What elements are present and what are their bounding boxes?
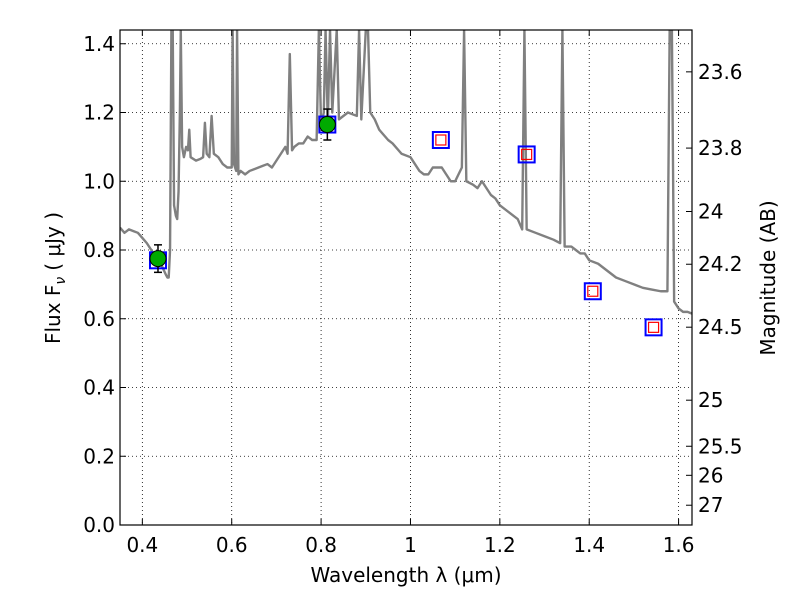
y-tick-label: 0.0 bbox=[83, 513, 115, 537]
y2-axis-label: Magnitude (AB) bbox=[756, 200, 780, 355]
sed-spectrum-series bbox=[120, 30, 692, 315]
x-axis-ticks: 0.4 0.6 0.8 1 1.2 1.4 1.6 bbox=[126, 30, 695, 557]
y-tick-label: 0.6 bbox=[83, 307, 115, 331]
x-tick-label: 1.4 bbox=[573, 533, 605, 557]
y-axis-label-unit: ( μJy ) bbox=[41, 212, 65, 271]
model-flux-marker bbox=[583, 282, 602, 301]
model-flux-marker bbox=[517, 145, 536, 164]
y-tick-label: 1.2 bbox=[83, 101, 115, 125]
y-tick-label: 0.2 bbox=[83, 444, 115, 468]
plot-frame bbox=[119, 29, 693, 526]
y2-tick-label: 24.5 bbox=[698, 315, 743, 339]
y-tick-label: 1.4 bbox=[83, 32, 115, 56]
model-flux-marker bbox=[431, 131, 450, 149]
observed-flux-point bbox=[318, 116, 336, 134]
upper-limit-marker bbox=[647, 321, 660, 333]
y2-tick-label: 24 bbox=[698, 199, 723, 223]
y2-tick-label: 24.2 bbox=[698, 252, 743, 276]
upper-limit-marker bbox=[435, 134, 447, 146]
photometry-points bbox=[148, 108, 663, 337]
upper-limit-marker bbox=[521, 148, 533, 161]
x-tick-label: 1.6 bbox=[663, 533, 695, 557]
y2-tick-label: 23.6 bbox=[698, 60, 743, 84]
y-axis-ticks: 0.0 0.2 0.4 0.6 0.8 1.0 1.2 1.4 bbox=[83, 32, 126, 537]
y2-tick-label: 25 bbox=[698, 388, 723, 412]
x-tick-label: 0.4 bbox=[126, 533, 158, 557]
y2-tick-label: 25.5 bbox=[698, 434, 743, 458]
x-tick-label: 1.2 bbox=[484, 533, 516, 557]
y-axis-label: Flux Fν ( μJy ) bbox=[41, 212, 69, 344]
observed-flux-point bbox=[149, 250, 167, 268]
y2-axis-ticks: 23.6 23.8 24 24.2 24.5 25 25.5 26 27 bbox=[686, 60, 743, 517]
y-tick-label: 0.8 bbox=[83, 238, 115, 262]
sed-spectrum-line bbox=[120, 30, 692, 315]
y-axis-label-sub: ν bbox=[53, 277, 69, 285]
x-tick-label: 1 bbox=[404, 533, 417, 557]
x-tick-label: 0.8 bbox=[305, 533, 337, 557]
model-flux-marker bbox=[644, 318, 663, 337]
grid-lines bbox=[120, 30, 692, 526]
y2-tick-label: 23.8 bbox=[698, 136, 743, 160]
y-tick-label: 0.4 bbox=[83, 376, 115, 400]
y2-tick-label: 27 bbox=[698, 493, 723, 517]
upper-limit-marker bbox=[587, 285, 599, 297]
y2-tick-label: 26 bbox=[698, 463, 723, 487]
x-axis-label: Wavelength λ (μm) bbox=[310, 563, 501, 587]
y-axis-label-main: Flux F bbox=[41, 285, 65, 344]
x-tick-label: 0.6 bbox=[216, 533, 248, 557]
y-tick-label: 1.0 bbox=[83, 169, 115, 193]
